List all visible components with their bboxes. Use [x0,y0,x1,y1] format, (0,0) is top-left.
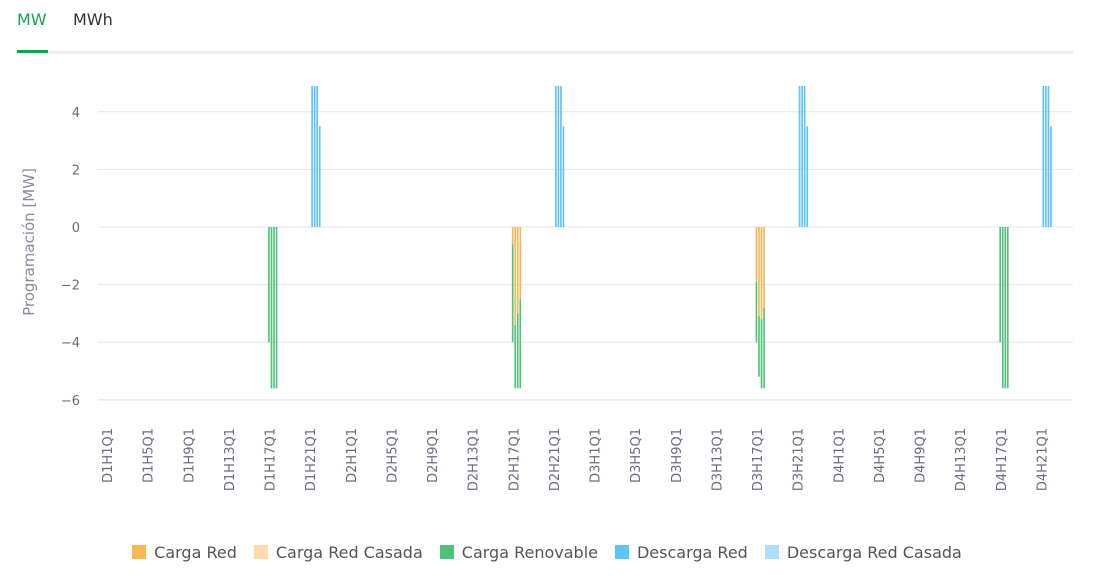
bar[interactable] [311,85,313,227]
bar[interactable] [760,227,763,320]
bar[interactable] [1004,227,1007,389]
bar[interactable] [516,313,519,389]
x-tick-label: D3H5Q1 [629,428,644,483]
x-tick-label: D4H13Q1 [954,428,969,491]
bar[interactable] [268,227,270,343]
x-tick-label: D3H21Q1 [792,428,807,491]
bar[interactable] [801,85,803,227]
bar[interactable] [318,126,321,227]
legend-swatch [132,545,147,559]
bar[interactable] [562,126,565,227]
x-tick-label: D3H13Q1 [710,428,725,491]
bar[interactable] [755,281,758,343]
x-tick-label: D1H5Q1 [142,428,157,483]
x-tick-label: D4H1Q1 [832,428,847,483]
tab-mw[interactable]: MW [17,10,47,29]
bars [268,85,1052,389]
x-tick-label: D2H5Q1 [385,428,400,483]
bar[interactable] [516,227,519,314]
bar[interactable] [557,85,560,227]
grid-lines [98,111,1073,401]
y-tick-label: 2 [72,163,80,178]
x-tick-label: D1H21Q1 [304,428,319,491]
active-tab-indicator [17,50,48,53]
bar[interactable] [313,85,316,227]
bar[interactable] [514,324,517,389]
legend-item[interactable]: Carga Red [132,540,237,564]
legend-label: Descarga Red Casada [786,542,962,562]
legend-swatch [614,545,629,559]
legend-item[interactable]: Descarga Red [614,540,748,564]
unit-tabs: MW MWh [17,0,1073,54]
legend-swatch [439,545,454,559]
x-tick-label: D2H1Q1 [345,428,360,483]
legend-label: Carga Renovable [461,542,598,562]
bar[interactable] [555,85,557,227]
x-tick-label: D4H5Q1 [873,428,888,483]
bar[interactable] [1001,227,1004,389]
legend-item[interactable]: Carga Renovable [439,540,598,564]
bar[interactable] [806,126,809,227]
x-tick-label: D4H17Q1 [995,428,1010,491]
bar[interactable] [270,227,273,389]
bar[interactable] [519,299,522,389]
x-axis-ticks: D1H1Q1 D1H5Q1 D1H9Q1 D1H13Q1 D1H17Q1 D1H21Q1 D… [101,428,1050,491]
y-tick-label: −2 [61,279,80,294]
x-tick-label: D2H21Q1 [548,428,563,491]
legend-label: Carga Red [154,542,237,562]
x-tick-label: D1H1Q1 [101,428,116,483]
y-tick-label: 4 [72,106,80,121]
bar[interactable] [275,227,278,389]
legend-swatch [253,545,268,559]
legend: Carga Red Carga Red Casada Carga Renovable… [0,540,1094,564]
y-tick-label: −4 [61,336,80,351]
bar[interactable] [763,307,765,389]
x-tick-label: D4H21Q1 [1035,428,1050,491]
bar[interactable] [519,227,522,299]
x-tick-label: D3H9Q1 [670,428,685,483]
programacion-chart: 4 2 0 −2 −4 −6 D1H1Q1 D1H5Q1 D1H9Q1 D1H13Q1 D1H17… [20,85,1073,491]
legend-swatch [764,545,779,559]
legend-label: Carga Red Casada [275,542,423,562]
x-tick-label: D1H9Q1 [182,428,197,483]
x-tick-label: D2H17Q1 [507,428,522,491]
legend-label: Descarga Red [636,542,748,562]
x-tick-label: D1H17Q1 [264,428,279,491]
bar[interactable] [514,227,517,325]
x-tick-label: D2H13Q1 [467,428,482,491]
bar[interactable] [1042,85,1045,227]
y-tick-label: −6 [61,394,80,409]
tab-mwh[interactable]: MWh [73,10,113,29]
bar[interactable] [316,85,318,227]
x-tick-label: D2H9Q1 [426,428,441,483]
x-tick-label: D1H13Q1 [223,428,238,491]
bar[interactable] [1050,126,1052,227]
bar[interactable] [755,227,758,282]
legend-item[interactable]: Carga Red Casada [253,540,423,564]
legend-item[interactable]: Descarga Red Casada [764,540,962,564]
bar[interactable] [273,227,275,389]
bar[interactable] [803,85,806,227]
x-tick-label: D4H9Q1 [914,428,929,483]
bar[interactable] [1047,85,1050,227]
bar[interactable] [798,85,801,227]
bar[interactable] [999,227,1002,343]
bar[interactable] [758,316,760,377]
bar[interactable] [760,319,763,389]
bar[interactable] [511,227,514,245]
x-tick-label: D3H17Q1 [751,428,766,491]
bar[interactable] [1006,227,1009,389]
y-tick-label: 0 [72,221,80,236]
bar[interactable] [560,85,562,227]
bar[interactable] [511,244,514,343]
x-tick-label: D3H1Q1 [589,428,604,483]
bar[interactable] [1045,85,1047,227]
y-axis-ticks: 4 2 0 −2 −4 −6 [61,106,80,409]
bar[interactable] [763,227,765,308]
bar[interactable] [758,227,760,317]
y-axis-label: Programación [MW] [20,168,38,316]
